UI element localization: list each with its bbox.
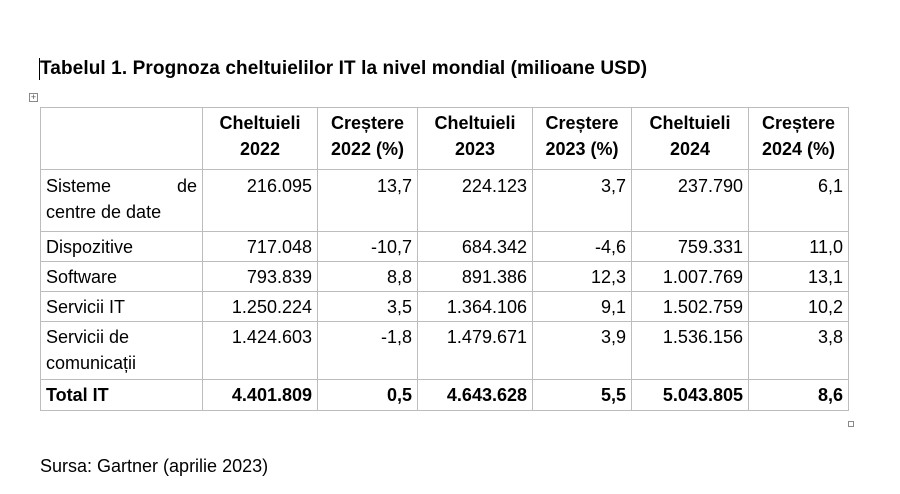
header-crestere-2023: Creștere 2023 (%) [532,107,632,170]
cell-value: 1.250.224 [202,291,318,322]
header-line: Creștere [761,113,836,133]
cell-value: 3,8 [748,321,849,380]
header-line: 2024 [669,139,711,159]
row-label: Dispozitive [40,231,203,262]
row-label: Sisteme de centre de date [40,169,203,232]
header-cheltuieli-2022: Cheltuieli 2022 [202,107,318,170]
table-row: Dispozitive 717.048 -10,7 684.342 -4,6 7… [40,231,849,262]
header-line: 2024 (%) [761,139,836,159]
it-spending-table: Cheltuieli 2022 Creștere 2022 (%) Cheltuie… [40,107,849,411]
header-cheltuieli-2023: Cheltuieli 2023 [417,107,533,170]
cell-value: 3,9 [532,321,632,380]
cell-value: 13,1 [748,261,849,292]
total-label: Total IT [40,379,203,411]
cell-value: 8,8 [317,261,418,292]
cell-value: 891.386 [417,261,533,292]
total-value: 8,6 [748,379,849,411]
cell-value: 3,7 [532,169,632,232]
table-header-row: Cheltuieli 2022 Creștere 2022 (%) Cheltuie… [40,107,849,170]
source-note: Sursa: Gartner (aprilie 2023) [40,456,269,476]
cell-value: 224.123 [417,169,533,232]
table-resize-handle-icon[interactable] [848,421,854,427]
cell-value: -10,7 [317,231,418,262]
header-line: 2022 (%) [330,139,405,159]
cell-value: 684.342 [417,231,533,262]
cell-value: 1.364.106 [417,291,533,322]
table-row: Software 793.839 8,8 891.386 12,3 1.007.… [40,261,849,292]
cell-value: 10,2 [748,291,849,322]
row-label: Software [40,261,203,292]
total-value: 4.401.809 [202,379,318,411]
header-line: Cheltuieli [649,113,731,133]
cell-value: 13,7 [317,169,418,232]
row-label-line: Servicii de [46,327,130,347]
table-caption: Tabelul 1. Prognoza cheltuielilor IT la … [40,58,648,79]
cell-value: 1.479.671 [417,321,533,380]
row-label-line: comunicații [46,353,137,373]
header-line: Cheltuieli [219,113,301,133]
table-row: Servicii de comunicații 1.424.603 -1,8 1.… [40,321,849,380]
cell-value: 1.536.156 [631,321,749,380]
cell-value: -4,6 [532,231,632,262]
cell-value: 6,1 [748,169,849,232]
table-total-row: Total IT 4.401.809 0,5 4.643.628 5,5 5.0… [40,379,849,411]
table-move-handle-icon[interactable]: + [29,92,38,102]
header-line: 2022 [239,139,281,159]
header-cheltuieli-2024: Cheltuieli 2024 [631,107,749,170]
header-line: Cheltuieli [434,113,516,133]
text-cursor [39,58,40,80]
total-value: 5.043.805 [631,379,749,411]
header-line: 2023 (%) [545,139,619,159]
cell-value: 793.839 [202,261,318,292]
header-line: Creștere [330,113,405,133]
header-line: 2023 [454,139,496,159]
table-row: Sisteme de centre de date 216.095 13,7 22… [40,169,849,232]
cell-value: 1.007.769 [631,261,749,292]
header-crestere-2022: Creștere 2022 (%) [317,107,418,170]
row-label-line: centre de date [46,202,162,222]
cell-value: 237.790 [631,169,749,232]
cell-value: 717.048 [202,231,318,262]
cell-value: -1,8 [317,321,418,380]
cell-value: 12,3 [532,261,632,292]
row-label: Servicii IT [40,291,203,322]
cell-value: 3,5 [317,291,418,322]
header-empty-cell [40,107,203,170]
row-label: Servicii de comunicații [40,321,203,380]
header-line: Creștere [545,113,619,133]
cell-value: 1.502.759 [631,291,749,322]
row-label-line: Sisteme de [46,176,197,196]
total-value: 4.643.628 [417,379,533,411]
cell-value: 1.424.603 [202,321,318,380]
cell-value: 9,1 [532,291,632,322]
total-value: 5,5 [532,379,632,411]
total-value: 0,5 [317,379,418,411]
cell-value: 759.331 [631,231,749,262]
cell-value: 11,0 [748,231,849,262]
cell-value: 216.095 [202,169,318,232]
table-row: Servicii IT 1.250.224 3,5 1.364.106 9,1 … [40,291,849,322]
header-crestere-2024: Creștere 2024 (%) [748,107,849,170]
